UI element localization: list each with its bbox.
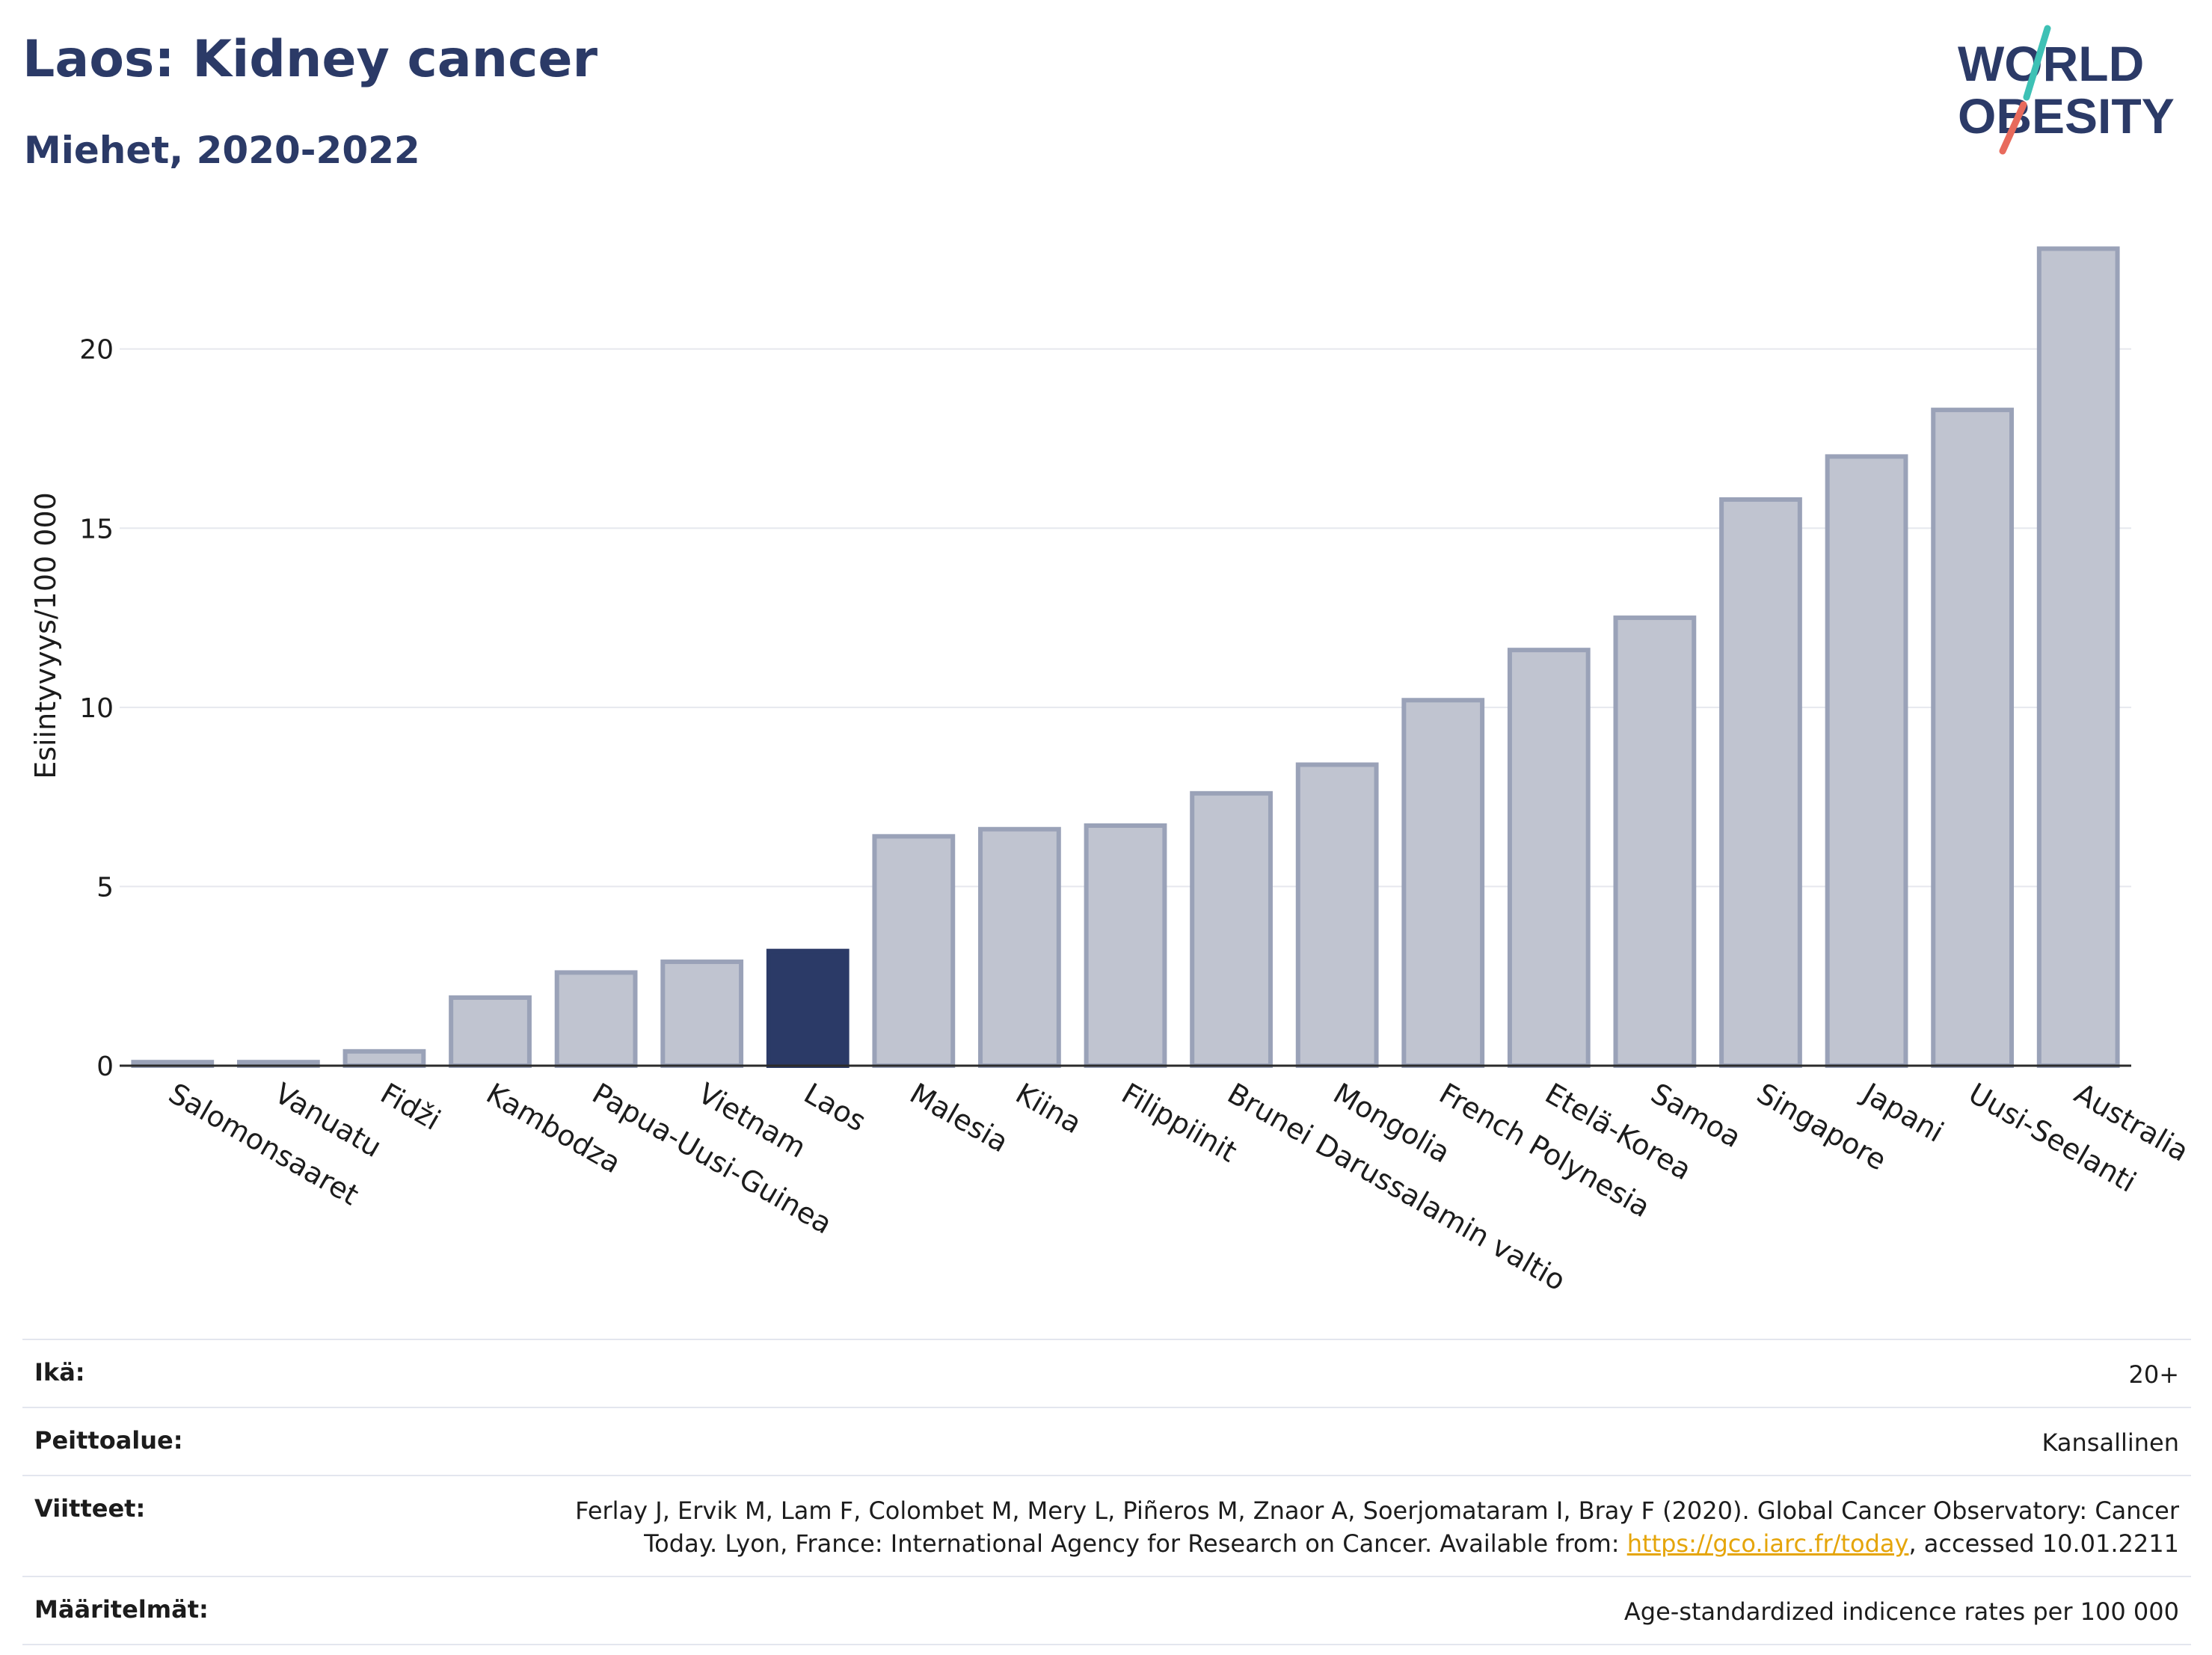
x-tick-label: Malesia [904,1077,1013,1159]
info-table: Ikä: 20+ Peittoalue: Kansallinen Viittee… [22,1339,2191,1645]
info-key: Viitteet: [34,1493,146,1523]
bar-kiina [978,826,1061,1068]
info-row-coverage: Peittoalue: Kansallinen [22,1406,2191,1475]
info-value: Kansallinen [2042,1428,2179,1457]
bar-mongolia [1295,762,1379,1068]
logo-line-1: WORLD [1958,36,2144,91]
bar-japani [1825,454,1908,1068]
y-tick-label: 10 [79,693,114,724]
y-axis-label: Esiintyvyys/100 000 [29,492,62,779]
bars [131,246,2120,1069]
x-tick-label: Kiina [1010,1077,1087,1140]
x-tick-label: Fidži [375,1077,446,1137]
bar-fid-i [342,1048,426,1069]
info-row-references: Viitteet: Ferlay J, Ervik M, Lam F, Colo… [22,1474,2191,1576]
y-tick-label: 20 [79,335,114,366]
chart-subtitle: Miehet, 2020-2022 [24,129,420,172]
logo-line-2: OBESITY [1958,88,2175,144]
reference-link[interactable]: https://gco.iarc.fr/today [1626,1529,1909,1559]
y-tick-label: 15 [79,514,114,544]
bar-malesia [872,834,956,1069]
world-obesity-logo: WORLD OBESITY [1958,25,2175,155]
bar-samoa [1613,615,1697,1068]
info-key: Ikä: [34,1358,85,1387]
info-row-definitions: Määritelmät: Age-standardized indicence … [22,1576,2191,1645]
info-row-age: Ikä: 20+ [22,1339,2191,1407]
y-axis-ticks: 0 5 10 15 20 [79,335,114,1082]
x-tick-label: Filippiinit [1116,1077,1243,1169]
info-key: Peittoalue: [34,1425,183,1455]
bar-french-polynesia [1401,698,1485,1068]
bar-filippiinit [1084,823,1167,1069]
bar-kambodza [449,995,532,1069]
bar-laos [766,948,850,1068]
info-key: Määritelmät: [34,1595,209,1624]
bar-uusi-seelanti [1931,408,2015,1068]
chart-title: Laos: Kidney cancer [22,30,598,89]
bar-brunei-darussalamin-valtio [1190,790,1273,1069]
bar-australia [2036,246,2120,1068]
bar-etel-korea [1507,648,1591,1068]
reference-suffix: , accessed 10.01.2211 [1908,1529,2179,1559]
y-tick-label: 0 [96,1051,114,1082]
info-value: Ferlay J, Ervik M, Lam F, Colombet M, Me… [497,1494,2179,1562]
info-value: Age-standardized indicence rates per 100… [1623,1597,2179,1627]
info-value: 20+ [2128,1360,2179,1389]
reference-text: Ferlay J, Ervik M, Lam F, Colombet M, Me… [575,1496,2179,1559]
bar-vietnam [660,959,744,1068]
x-tick-label: Laos [799,1077,872,1138]
y-tick-label: 5 [96,872,114,903]
bar-singapore [1719,497,1802,1068]
x-tick-label: Salomonsaaret [163,1077,364,1212]
bar-papua-uusi-guinea [554,970,638,1068]
